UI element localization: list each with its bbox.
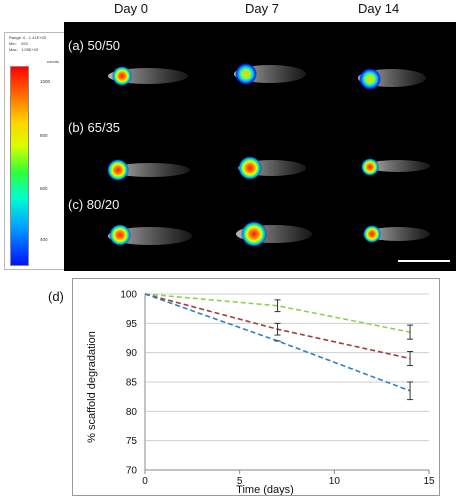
x-tick-label: 10 [329, 476, 341, 487]
scale-unit: counts [47, 59, 59, 64]
series-layer [144, 293, 414, 401]
scale-min: Min: 293 [9, 41, 28, 46]
day-label: Day 14 [358, 1, 400, 16]
degradation-chart-frame: 70 75 80 85 90 95 100 0 5 10 15 % scaffold degrada… [72, 278, 440, 496]
y-tick-label: 95 [126, 319, 138, 330]
tissue-glow [110, 163, 190, 177]
x-tick-label: 0 [142, 476, 148, 487]
x-tick-label: 15 [423, 476, 435, 487]
scale-bar [398, 260, 450, 262]
colorbar-tick: 800 [40, 133, 48, 138]
axes: 70 75 80 85 90 95 100 0 5 10 15 [120, 290, 435, 488]
signal-spot [359, 68, 381, 90]
scale-range: Range: 0 - 1.41E+03 [9, 35, 47, 40]
signal-spot [363, 225, 381, 243]
signal-spot [112, 66, 132, 86]
series-line [144, 293, 411, 333]
y-tick-label: 85 [126, 378, 138, 389]
fluorescence-spots [107, 63, 430, 247]
tissue-glow [366, 227, 430, 241]
signal-spot [107, 159, 129, 181]
y-tick-label: 75 [126, 436, 138, 447]
day-label: Day 7 [245, 1, 279, 16]
signal-spot [235, 63, 257, 85]
colorbar-tick: 400 [40, 237, 48, 242]
signal-spot [361, 158, 379, 176]
x-axis-label: Time (days) [236, 484, 294, 495]
signal-spot [241, 221, 267, 247]
group-label: (b) 65/35 [68, 120, 121, 135]
y-tick-label: 80 [126, 407, 138, 418]
imaging-panel: Range: 0 - 1.41E+03 Min: 293 Max: 1.05E+… [4, 1, 456, 271]
colorbar [10, 66, 29, 266]
tissue-glow [366, 160, 430, 172]
scale-max: Max: 1.05E+03 [9, 47, 39, 52]
y-axis-label: % scaffold degradation [86, 331, 98, 443]
x-tick-label: 5 [237, 476, 243, 487]
group-label: (c) 80/20 [68, 197, 120, 212]
signal-spot [238, 156, 262, 180]
signal-spot [109, 224, 131, 246]
degradation-chart: 70 75 80 85 90 95 100 0 5 10 15 % scaffold degrada… [86, 290, 435, 497]
panel-label: (d) [48, 289, 64, 304]
fluorescence-image-grid [64, 22, 456, 271]
y-tick-label: 70 [126, 466, 138, 477]
day-label: Day 0 [114, 1, 148, 16]
y-tick-label: 100 [120, 290, 137, 301]
group-label: (a) 50/50 [68, 38, 121, 53]
colorbar-tick: 600 [40, 186, 48, 191]
y-tick-label: 90 [126, 348, 138, 359]
colorbar-tick: 1000 [40, 79, 51, 84]
